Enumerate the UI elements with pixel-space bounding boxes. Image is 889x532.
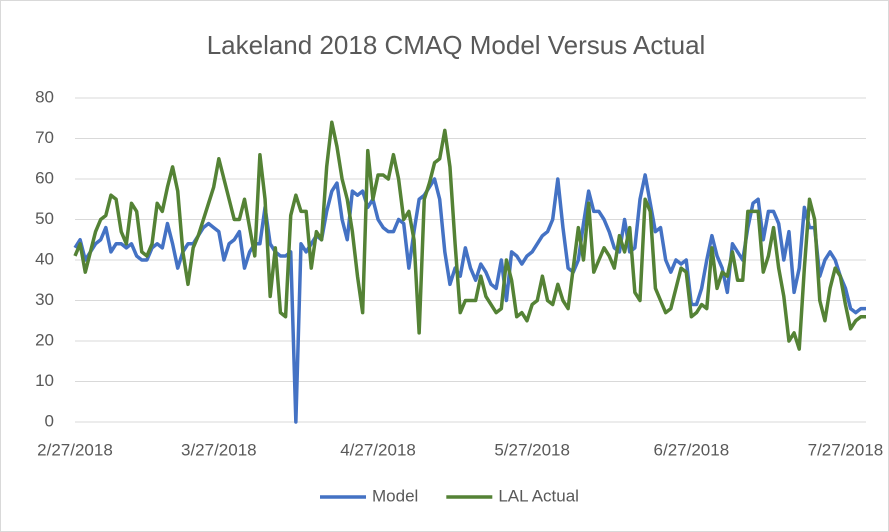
x-tick-label: 5/27/2018 [494, 440, 570, 459]
y-tick-label: 10 [35, 371, 54, 390]
y-tick-label: 0 [45, 411, 54, 430]
x-tick-label: 4/27/2018 [340, 440, 416, 459]
y-tick-label: 40 [35, 249, 54, 268]
chart-title: Lakeland 2018 CMAQ Model Versus Actual [207, 30, 706, 60]
x-tick-label: 2/27/2018 [37, 440, 113, 459]
y-tick-label: 50 [35, 209, 54, 228]
legend-label: Model [372, 486, 418, 505]
x-tick-label: 7/27/2018 [808, 440, 884, 459]
x-tick-label: 6/27/2018 [654, 440, 730, 459]
y-tick-label: 70 [35, 128, 54, 147]
series-line [73, 173, 866, 424]
legend-label: LAL Actual [498, 486, 579, 505]
series-line [73, 120, 866, 351]
x-tick-label: 3/27/2018 [181, 440, 257, 459]
y-tick-label: 30 [35, 290, 54, 309]
y-tick-label: 80 [35, 87, 54, 106]
y-tick-label: 60 [35, 168, 54, 187]
y-tick-label: 20 [35, 330, 54, 349]
